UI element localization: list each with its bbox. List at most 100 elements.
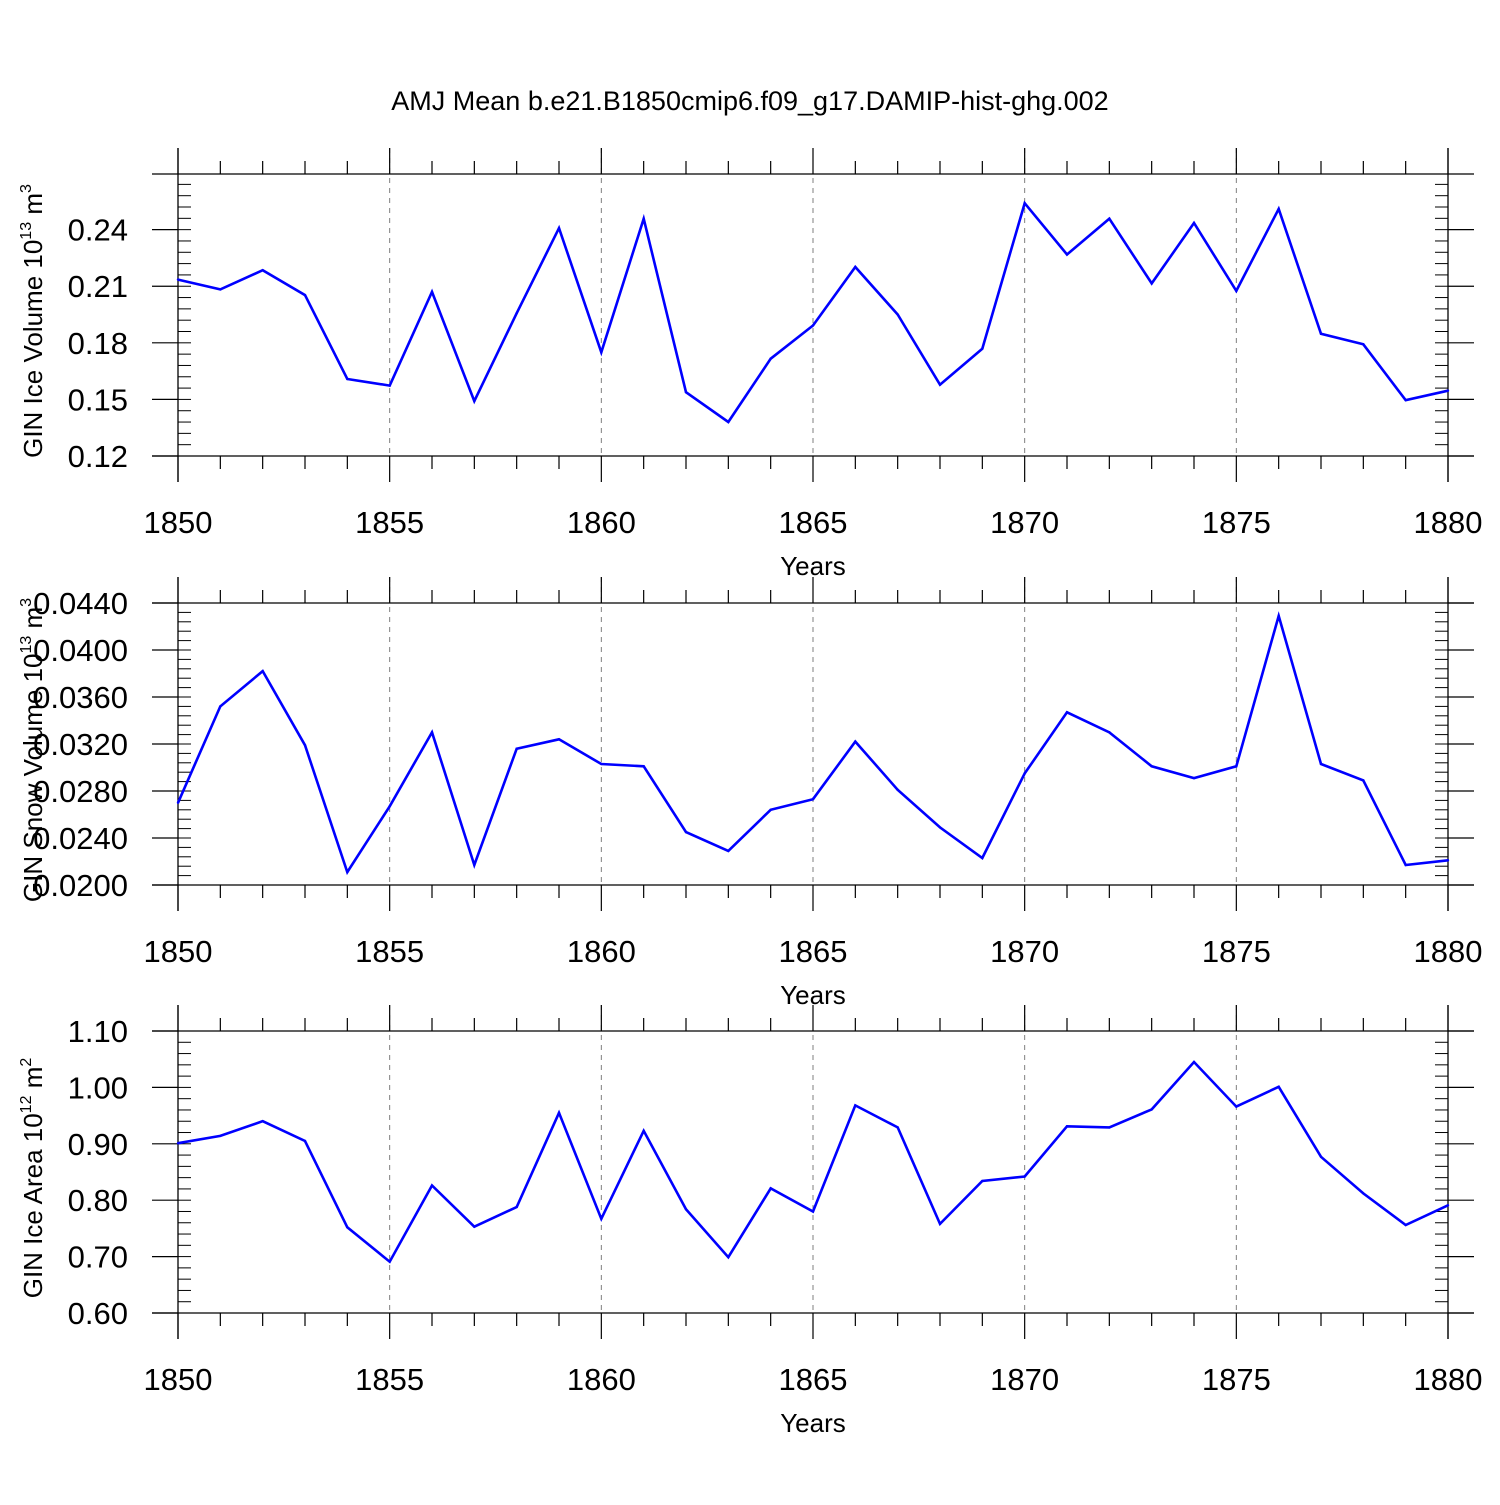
data-point-p3-1871 [1065,1125,1069,1128]
yaxis-title-main-p2: GIN Snow Volume 10 [18,654,48,903]
figure-title: AMJ Mean b.e21.B1850cmip6.f09_g17.DAMIP-… [391,86,1108,116]
data-point-p2-1863 [727,849,730,853]
data-point-p2-1850 [176,801,180,804]
data-point-p1-1868 [938,383,942,386]
data-point-p2-1877 [1319,762,1323,766]
yaxis-title-exp-p3: 12 [18,1095,35,1113]
data-point-p1-1857 [473,399,476,403]
ytick-label-p1-3: 0.21 [68,269,128,304]
ytick-label-p2-3: 0.0320 [33,727,128,762]
chart-panel-1: 0.12 0.15 0.18 0.21 0.24 1850 1855 1860 1865 1870… [18,148,1482,581]
data-point-p1-1853 [303,293,307,297]
yaxis-title-unit-p3: m [18,1067,48,1096]
data-point-p2-1880 [1446,859,1450,862]
data-point-p1-1859 [557,226,561,230]
data-point-p2-1851 [219,705,222,708]
xtick-label-p1-2: 1860 [567,505,636,540]
xtick-label-p2-1: 1855 [355,934,424,969]
yaxis-title-unit-p2: m [18,607,48,636]
data-point-p2-1869 [981,856,984,860]
data-point-p3-1868 [938,1222,942,1226]
data-point-p1-1855 [388,384,391,387]
data-point-p3-1857 [473,1225,476,1228]
xtick-label-p3-4: 1870 [990,1362,1059,1397]
xtick-label-p1-4: 1870 [990,505,1059,540]
data-point-p3-1876 [1277,1085,1280,1089]
data-point-p1-1863 [727,420,730,424]
ytick-label-p1-2: 0.18 [68,326,128,361]
data-point-p3-1855 [388,1260,391,1263]
data-point-p3-1860 [600,1217,603,1221]
data-point-p3-1877 [1319,1155,1323,1158]
data-point-p1-1872 [1108,217,1111,220]
data-point-p2-1876 [1277,614,1280,618]
ytick-label-p2-4: 0.0360 [33,680,128,715]
data-point-p1-1877 [1319,332,1323,335]
series-line-p3 [177,1060,1449,1264]
data-point-p2-1866 [854,740,857,743]
yaxis-title-exp-p2: 13 [18,636,35,654]
chart-panel-3: 0.60 0.70 0.80 0.90 1.00 1.10 1850 1855 1860 1865… [18,1005,1482,1438]
data-point-p3-1861 [642,1129,645,1133]
ytick-label-p3-4: 1.00 [68,1070,128,1105]
xtick-label-p1-3: 1865 [779,505,848,540]
data-point-p2-1857 [473,863,476,867]
data-point-p3-1863 [727,1255,730,1259]
data-point-p2-1871 [1065,711,1069,714]
yaxis-title-unit-exp-p1: 3 [18,184,35,193]
data-point-p1-1851 [219,288,222,291]
data-point-p3-1850 [176,1142,180,1145]
xtick-label-p3-0: 1850 [144,1362,213,1397]
data-point-p1-1866 [854,265,857,269]
xtick-label-p2-6: 1880 [1414,934,1483,969]
xtick-label-p1-5: 1875 [1202,505,1271,540]
yaxis-title-main-p1: GIN Ice Volume 10 [18,240,48,458]
data-point-p1-1880 [1446,389,1450,392]
ytick-label-p3-5: 1.10 [68,1014,128,1049]
xtick-label-p2-5: 1875 [1202,934,1271,969]
data-point-p3-1880 [1446,1204,1450,1207]
yaxis-title-exp-p1: 13 [18,222,35,240]
data-point-p2-1861 [642,765,645,768]
data-point-p2-1870 [1023,772,1026,775]
data-point-p1-1870 [1023,202,1026,205]
data-point-p2-1853 [303,743,307,747]
xtick-label-p1-1: 1855 [355,505,424,540]
ytick-label-p3-1: 0.70 [68,1240,128,1275]
xtick-label-p3-2: 1860 [567,1362,636,1397]
data-point-p3-1878 [1362,1192,1365,1195]
xtick-label-p3-1: 1855 [355,1362,424,1397]
chart-panel-2: 0.0200 0.0240 0.0280 0.0320 0.0360 0.0400 0.04… [18,577,1482,1010]
data-point-p2-1859 [557,738,561,741]
data-point-p1-1873 [1150,282,1153,285]
data-point-p1-1876 [1277,207,1280,211]
data-point-p1-1850 [176,278,180,281]
ytick-label-p2-5: 0.0400 [33,633,128,668]
xtick-label-p1-0: 1850 [144,505,213,540]
data-point-p1-1879 [1404,398,1407,402]
ytick-label-p1-0: 0.12 [68,439,128,474]
yaxis-title-p1: GIN Ice Volume 1013 m3 [18,184,48,458]
xaxis-title-p1: Years [780,551,846,581]
xtick-label-p1-6: 1880 [1414,505,1483,540]
ytick-label-p3-0: 0.60 [68,1296,128,1331]
data-point-p1-1875 [1235,289,1238,293]
data-point-p1-1878 [1362,343,1365,346]
data-point-p1-1856 [430,290,434,294]
data-point-p1-1874 [1192,221,1196,225]
data-point-p2-1860 [600,762,603,766]
xtick-label-p2-4: 1870 [990,934,1059,969]
data-point-p3-1851 [219,1134,222,1138]
yaxis-title-p2: GIN Snow Volume 1013 m3 [18,598,48,902]
data-point-p2-1854 [346,870,349,874]
data-point-p2-1868 [938,826,942,829]
data-point-p2-1852 [261,669,264,673]
data-point-p2-1855 [388,805,391,808]
data-point-p3-1862 [684,1208,688,1211]
data-point-p3-1858 [515,1205,518,1209]
data-point-p3-1852 [261,1120,264,1123]
xtick-label-p3-3: 1865 [779,1362,848,1397]
data-point-p2-1865 [811,798,815,801]
xtick-label-p2-2: 1860 [567,934,636,969]
